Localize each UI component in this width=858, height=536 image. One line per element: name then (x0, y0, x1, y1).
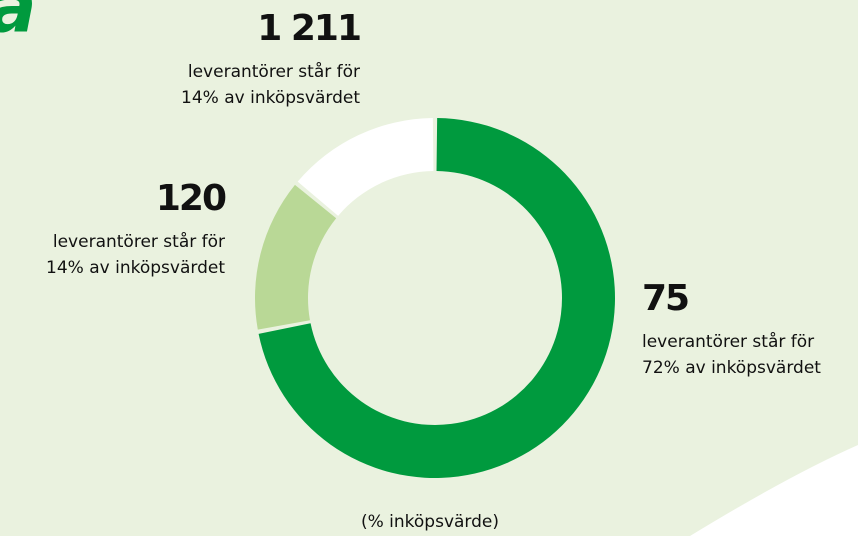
segment-label: 14% av inköpsvärdet (46, 258, 225, 278)
segment-label: 14% av inköpsvärdet (181, 88, 360, 108)
title-fragment: a (0, 0, 37, 49)
donut-segment (297, 118, 434, 216)
donut-segment (258, 118, 615, 479)
segment-label: leverantörer står för (188, 61, 360, 82)
footer: (% inköpsvärde) (361, 512, 499, 532)
segment-label: 72% av inköpsvärdet (642, 358, 821, 378)
segment-label: leverantörer står för (642, 331, 814, 352)
donut-segment (255, 184, 337, 330)
segment-count: 1 211 (257, 8, 360, 49)
segment-count: 75 (642, 278, 688, 319)
corner-shape (690, 445, 858, 536)
segment-label: leverantörer står för (53, 231, 225, 252)
segment-count: 120 (156, 178, 226, 219)
